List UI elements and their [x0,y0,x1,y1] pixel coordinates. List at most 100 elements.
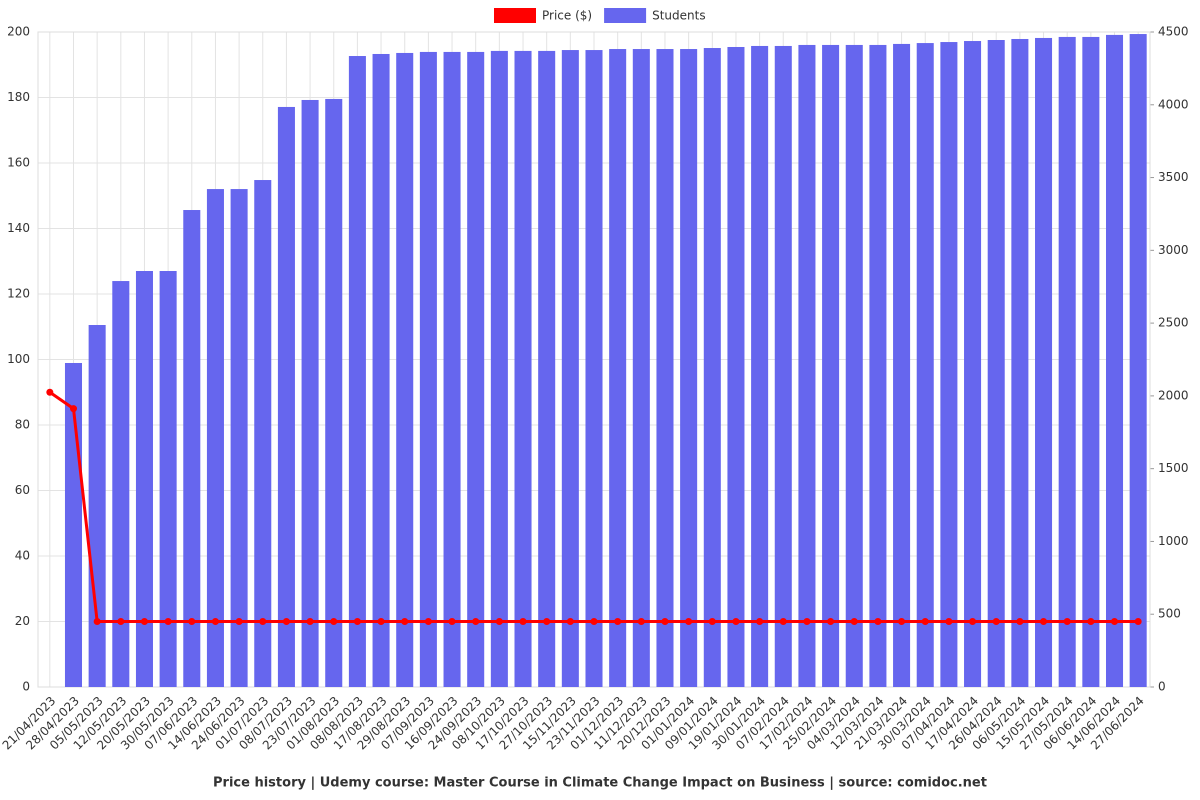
line-point [898,618,906,625]
line-point [235,618,243,625]
line-point [472,618,480,625]
bar [112,281,130,687]
bar [703,48,721,688]
legend-label: Students [652,9,706,23]
bar [230,189,248,687]
line-point [756,618,764,625]
bar [727,46,745,687]
bar [1058,36,1076,687]
line-point [566,618,574,625]
y2-tick-label: 4500 [1158,25,1189,39]
line-point [140,618,148,625]
line-point [330,618,338,625]
bar [656,49,674,687]
line-point [708,618,716,625]
y2-tick-label: 3500 [1158,170,1189,184]
y-tick-label: 0 [22,680,30,694]
bar [987,40,1005,687]
bar [443,51,461,688]
bar [88,325,106,687]
y-tick-label: 180 [7,90,30,104]
line-point [93,618,101,625]
line-point [1063,618,1071,625]
bar [869,44,887,687]
bar [490,50,508,687]
bar [467,51,485,688]
line-point [1087,618,1095,625]
bar [396,52,414,687]
y-tick-label: 60 [15,483,30,497]
line-point [803,618,811,625]
line-point [424,618,432,625]
bar [632,49,650,687]
line-point [779,618,787,625]
bar [1129,34,1147,687]
bar [183,210,201,687]
y-tick-label: 140 [7,221,30,235]
bar [751,45,769,688]
y-tick-label: 200 [7,25,30,39]
line-point [969,618,977,625]
bar [1105,34,1124,687]
line-point [850,618,858,625]
bar [538,50,556,687]
line-point [827,618,835,625]
line-point [117,618,125,625]
legend-swatch [604,8,647,23]
line-point [377,618,385,625]
line-point [306,618,314,625]
legend-swatch [494,8,536,23]
line-point [543,618,551,625]
bar [1011,38,1029,687]
y2-tick-label: 1000 [1158,534,1189,548]
bar [159,271,177,687]
chart-title: Price history | Udemy course: Master Cou… [213,776,987,791]
bar [254,180,272,687]
bar [822,44,840,687]
line-point [519,618,527,625]
y2-tick-label: 3000 [1158,243,1189,257]
y-tick-label: 100 [7,352,30,366]
y-tick-label: 40 [15,549,30,563]
line-point [685,618,693,625]
bar [561,50,579,687]
bar [940,42,958,687]
bar [964,41,982,688]
line-point [874,618,882,625]
y-tick-label: 20 [15,614,30,628]
bar [325,98,343,687]
bar [798,44,816,687]
bar [1082,36,1100,687]
line-point [637,618,645,625]
y2-tick-label: 4000 [1158,97,1189,111]
y-tick-label: 80 [15,418,30,432]
bar [609,49,627,687]
line-point [992,618,1000,625]
line-point [401,618,409,625]
bar [585,50,603,687]
y2-tick-label: 2000 [1158,388,1189,402]
legend-label: Price ($) [542,9,592,23]
bar [893,43,911,688]
line-point [164,618,172,625]
line-point [1040,618,1048,625]
bar [277,106,295,687]
y-tick-label: 120 [7,287,30,301]
line-point [259,618,267,625]
line-point [732,618,740,625]
line-point [69,405,77,413]
bar [301,99,319,688]
line-point [448,618,456,625]
bar [348,56,366,688]
line-point [921,618,929,625]
bar [514,50,532,687]
line-point [1111,618,1119,625]
bar [1035,37,1053,688]
y2-tick-label: 0 [1158,680,1166,694]
bar [916,43,934,688]
line-point [590,618,598,625]
y-tick-label: 160 [7,156,30,170]
line-point [46,388,54,396]
line-point [211,618,219,625]
